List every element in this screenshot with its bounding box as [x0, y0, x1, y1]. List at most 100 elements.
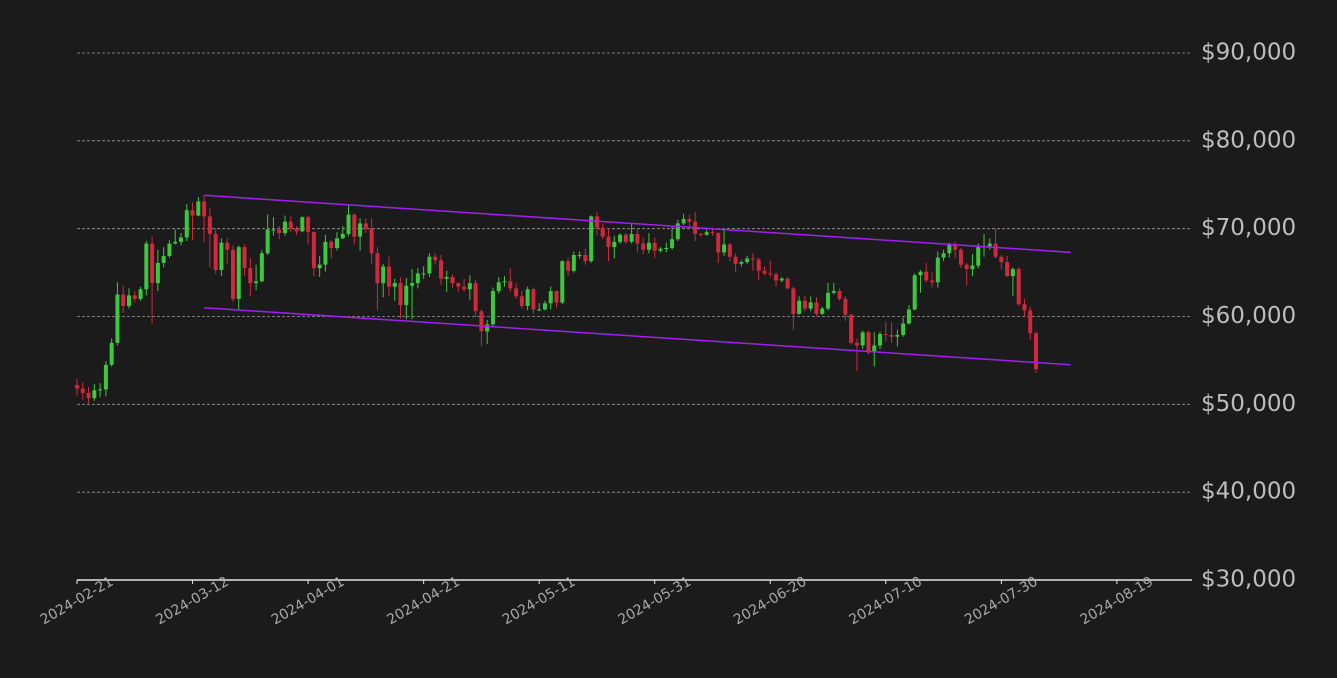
- candle-body: [912, 275, 917, 310]
- candle-body: [126, 295, 131, 306]
- candle-body: [854, 342, 859, 346]
- candle-body: [358, 223, 363, 237]
- candle-body: [577, 255, 582, 257]
- candle-body: [542, 303, 547, 310]
- y-tick-label: $50,000: [1201, 391, 1296, 417]
- candle-body: [329, 241, 334, 248]
- candle-body: [958, 249, 963, 265]
- candle-body: [473, 283, 478, 312]
- candle-body: [1022, 304, 1027, 311]
- candle-body: [860, 332, 865, 346]
- candle-body: [98, 389, 103, 391]
- candle-body: [537, 309, 542, 311]
- candle-body: [219, 242, 224, 270]
- candle-body: [80, 388, 85, 393]
- candle-body: [167, 243, 172, 256]
- candle-body: [901, 323, 906, 335]
- trend-line: [204, 194, 1071, 254]
- candle-body: [554, 291, 559, 303]
- candle-body: [935, 257, 940, 283]
- candle-body: [1034, 333, 1039, 370]
- candle-body: [970, 265, 975, 270]
- candle-body: [323, 241, 328, 265]
- candle-body: [623, 234, 628, 242]
- candle-body: [889, 334, 894, 337]
- candle-body: [150, 243, 155, 284]
- candle-body: [606, 236, 611, 248]
- candle-body: [121, 294, 126, 306]
- y-tick-label: $60,000: [1201, 303, 1296, 329]
- candle-body: [849, 314, 854, 343]
- candle-body: [687, 219, 692, 222]
- candle-body: [386, 266, 391, 287]
- candle-body: [964, 264, 969, 270]
- candle-body: [1005, 262, 1010, 277]
- candle-body: [115, 294, 120, 343]
- candle-body: [178, 237, 183, 242]
- candle-body: [681, 219, 686, 224]
- candle-body: [381, 266, 386, 284]
- candle-body: [311, 232, 316, 269]
- candle-body: [369, 228, 374, 254]
- y-tick-label: $90,000: [1201, 40, 1296, 66]
- candle-body: [895, 334, 900, 337]
- candle-body: [756, 259, 761, 271]
- candle-body: [421, 273, 426, 275]
- candle-body: [531, 289, 536, 310]
- candle-body: [560, 261, 565, 303]
- candle-body: [924, 271, 929, 281]
- candle-body: [508, 281, 513, 289]
- candle-body: [629, 233, 634, 242]
- candle-body: [646, 242, 651, 250]
- candle-body: [467, 283, 472, 290]
- candle-body: [826, 292, 831, 309]
- candle-body: [103, 364, 108, 390]
- candle-body: [173, 241, 178, 244]
- candle-body: [941, 253, 946, 258]
- candle-body: [878, 334, 883, 346]
- candle-body: [750, 258, 755, 260]
- candle-body: [883, 334, 888, 336]
- candle-body: [86, 392, 91, 399]
- candle-body: [641, 243, 646, 250]
- candle-body: [768, 273, 773, 275]
- candle-body: [306, 217, 311, 233]
- candle-body: [230, 249, 235, 299]
- candle-body: [363, 223, 368, 229]
- candle-body: [1016, 269, 1021, 305]
- candle-body: [196, 201, 201, 216]
- candle-body: [404, 285, 409, 306]
- candle-body: [704, 232, 709, 235]
- candle-body: [340, 233, 345, 239]
- candle-body: [918, 271, 923, 276]
- candle-body: [490, 291, 495, 325]
- candle-body: [872, 345, 877, 353]
- candle-body: [652, 242, 657, 251]
- candle-body: [75, 385, 79, 389]
- candle-body: [288, 221, 293, 229]
- candle-body: [433, 256, 438, 261]
- candle-body: [802, 300, 807, 309]
- candle-body: [375, 253, 380, 284]
- candle-body: [92, 390, 97, 399]
- candle-body: [727, 244, 732, 257]
- candle-body: [427, 256, 432, 274]
- candle-body: [317, 264, 322, 269]
- candle-body: [808, 302, 813, 309]
- candle-body: [277, 229, 282, 234]
- candle-body: [352, 214, 357, 237]
- candle-body: [519, 296, 524, 306]
- candle-body: [571, 255, 576, 271]
- candle-body: [722, 244, 727, 253]
- candle-body: [762, 270, 767, 274]
- candle-body: [664, 247, 669, 249]
- candle-body: [947, 244, 952, 254]
- candle-body: [589, 216, 594, 262]
- candle-body: [814, 302, 819, 314]
- candle-body: [184, 210, 189, 238]
- candle-body: [282, 221, 287, 234]
- candle-body: [779, 278, 784, 281]
- candle-body: [300, 217, 305, 232]
- candle-body: [953, 244, 958, 250]
